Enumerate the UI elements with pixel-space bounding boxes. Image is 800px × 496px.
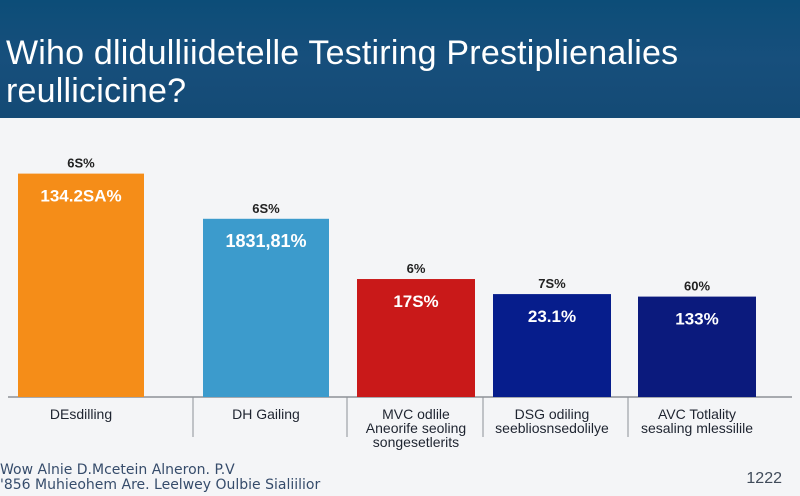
bar-4 <box>493 294 611 397</box>
top-label-5: 60% <box>684 279 710 294</box>
page-title-line-2: reullicicine? <box>6 72 187 110</box>
bar-value-label-3: 17S% <box>393 292 438 311</box>
bar-chart: 6S% 134.2SA% DEsdilling 6S% 1831,81% DH Gaili… <box>8 156 792 450</box>
category-label-3-1: MVC odlile <box>382 406 450 422</box>
top-label-1: 6S% <box>67 156 95 171</box>
bar-value-label-4: 23.1% <box>528 307 576 326</box>
bar-1 <box>18 173 144 397</box>
bar-value-label-5: 133% <box>675 310 718 329</box>
category-label-3-2: Aneorife seoling <box>366 420 466 436</box>
bar-3 <box>357 279 475 397</box>
category-label-2-1: DH Gailing <box>232 406 300 422</box>
bar-2 <box>203 218 329 397</box>
page-title: Wiho dlidulliidetelle Testiring Prestipl… <box>6 34 776 110</box>
footer: Wow Alnie D.Mcetein Alneron. P.V '856 Mu… <box>0 462 800 496</box>
top-label-2: 6S% <box>252 201 280 216</box>
footer-line-1: Wow Alnie D.Mcetein Alneron. P.V <box>0 462 235 478</box>
category-label-4-1: DSG odiling <box>515 406 590 422</box>
category-label-1-1: DEsdilling <box>50 406 112 422</box>
category-label-5-2: sesaling mlessilile <box>641 420 753 436</box>
category-label-5-1: AVC Totlality <box>658 406 736 422</box>
bar-value-label-1: 134.2SA% <box>40 187 121 206</box>
chart-area: 6S% 134.2SA% DEsdilling 6S% 1831,81% DH Gaili… <box>0 118 800 496</box>
bar-value-label-2: 1831,81% <box>225 231 306 251</box>
page-title-line-1: Wiho dlidulliidetelle Testiring Prestipl… <box>6 34 679 72</box>
title-banner: Wiho dlidulliidetelle Testiring Prestipl… <box>0 0 800 118</box>
footer-line-2: '856 Muhieohem Are. Leelwey Oulbie Siali… <box>0 477 321 493</box>
top-label-4: 7S% <box>538 276 566 291</box>
page-number: 1222 <box>746 470 782 487</box>
top-label-3: 6% <box>407 261 426 276</box>
category-label-4-2: seebliosnsedolilye <box>495 420 609 436</box>
bar-5 <box>638 296 756 397</box>
category-label-3-3: songesetlerits <box>373 434 459 450</box>
